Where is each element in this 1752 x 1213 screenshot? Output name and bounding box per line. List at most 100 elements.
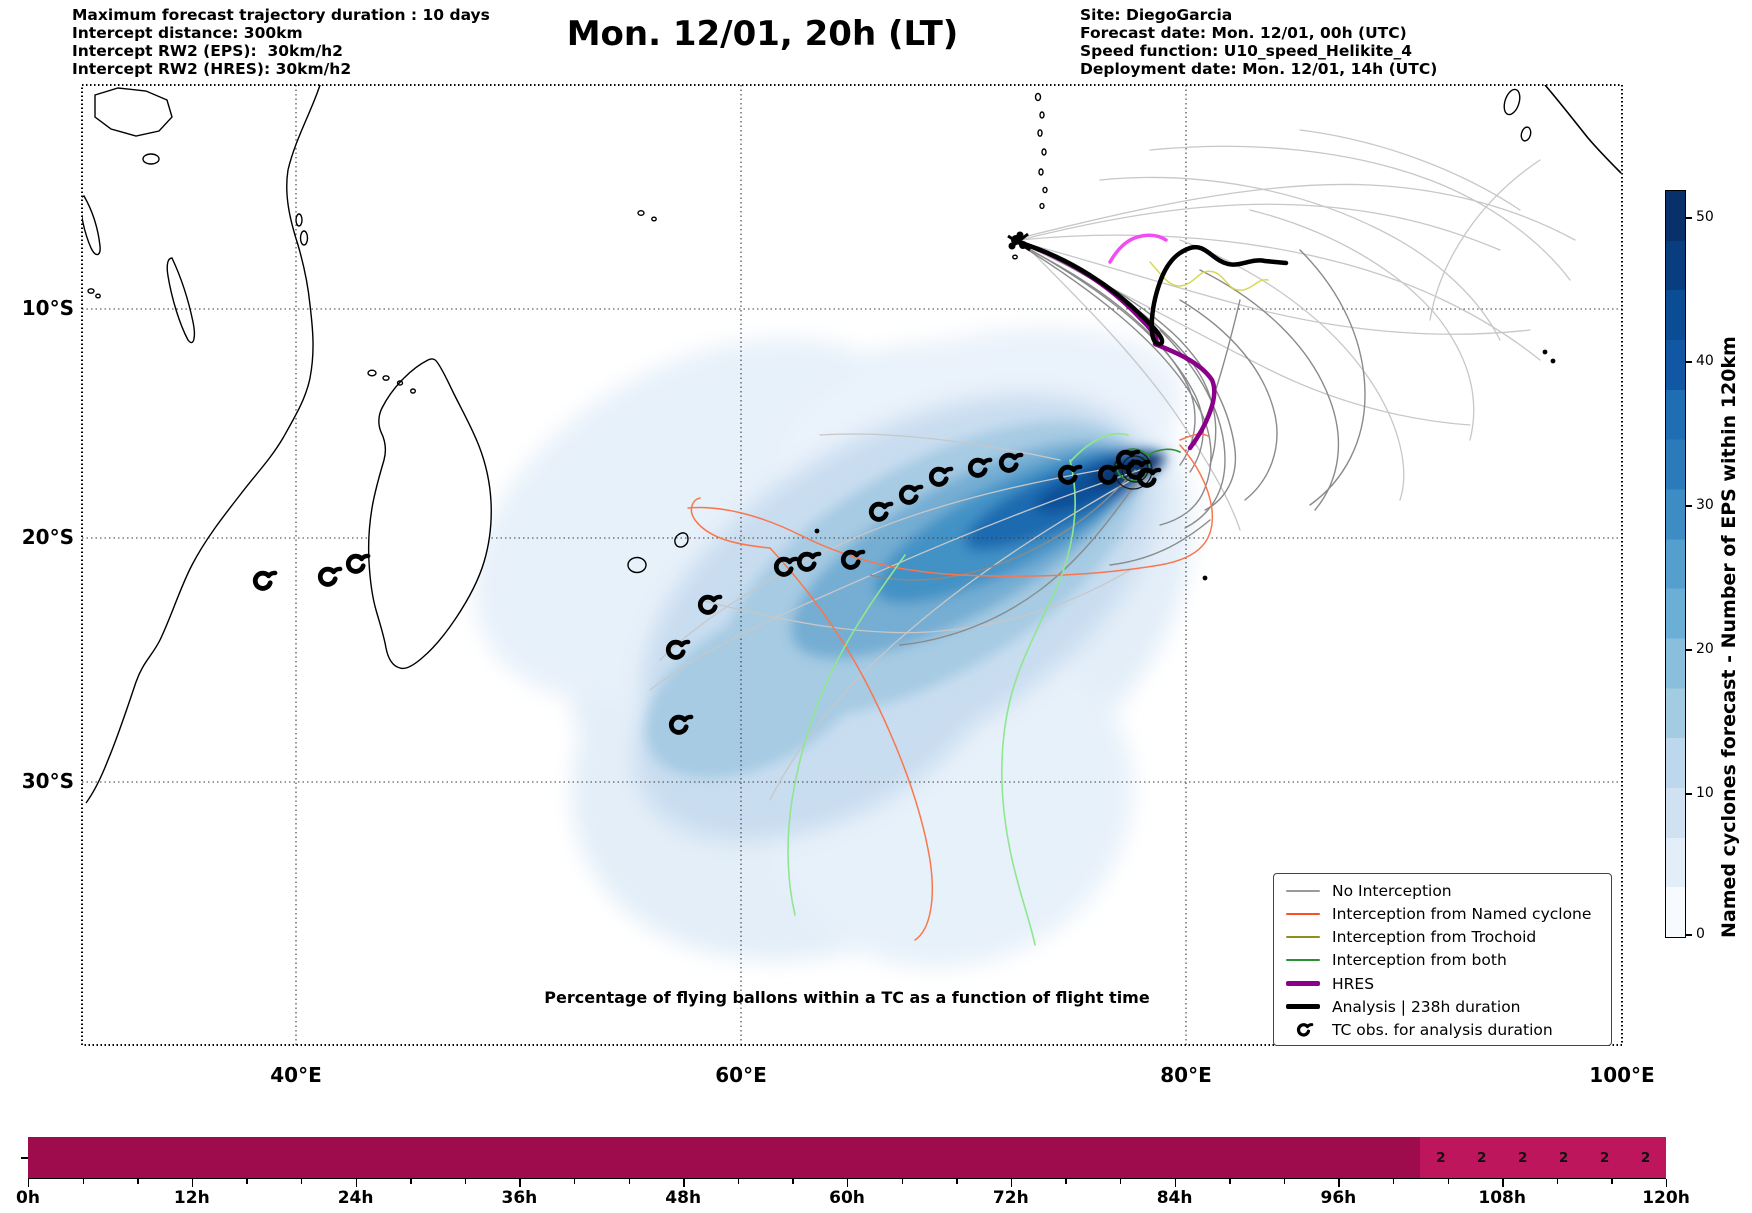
bar-axis-tick (1120, 1179, 1122, 1184)
colorbar-tick-label: 10 (1696, 785, 1714, 802)
legend-line (1286, 1004, 1320, 1010)
legend-line-swatch (1284, 1004, 1322, 1010)
bar-axis-tick (82, 1179, 84, 1184)
bar-axis-tick (1611, 1179, 1613, 1184)
colorbar-tick (1686, 934, 1692, 936)
bar-axis-tick (246, 1179, 248, 1184)
legend-item: No Interception (1284, 880, 1603, 902)
colorbar-tick (1686, 793, 1692, 795)
bar-axis-tick-label: 120h (1642, 1188, 1690, 1208)
legend-line-swatch (1284, 959, 1322, 962)
bar-axis-tick-label: 108h (1478, 1188, 1526, 1208)
bottom-chart-title: Percentage of flying ballons within a TC… (544, 988, 1150, 1007)
colorbar-tick (1686, 649, 1692, 651)
site-start-marker (1007, 231, 1031, 252)
bar-value-label: 2 (1599, 1149, 1610, 1166)
bar-axis-tick-label: 60h (829, 1188, 865, 1208)
colorbar-tick (1686, 361, 1692, 363)
lon-tick-label: 80°E (1160, 1063, 1212, 1087)
bar-axis-tick-label: 36h (501, 1188, 538, 1208)
legend-item: Analysis | 238h duration (1284, 996, 1603, 1018)
bar-axis-tick (464, 1179, 467, 1184)
coastlines (82, 85, 1622, 804)
graticule (82, 85, 1622, 1045)
bar-value-label: 2 (1517, 1149, 1528, 1166)
bar-axis-tick (628, 1179, 630, 1184)
legend-line (1286, 981, 1320, 987)
bar-axis-tick-label: 12h (173, 1188, 210, 1208)
tc-obs-icon (1284, 1018, 1322, 1042)
legend-line-swatch (1284, 913, 1322, 916)
legend-line-swatch (1284, 936, 1322, 939)
colorbar-tick-label: 20 (1696, 641, 1714, 658)
legend-item: HRES (1284, 973, 1603, 995)
legend-line (1286, 936, 1320, 939)
colorbar-tick-label: 30 (1696, 497, 1714, 514)
legend-item-label: HRES (1332, 974, 1375, 993)
bar-axis-tick (1229, 1179, 1231, 1184)
map-frame (81, 84, 1623, 1046)
bar-axis-tick (519, 1179, 521, 1187)
legend-item: Interception from Named cyclone (1284, 903, 1603, 925)
legend-item-label: Analysis | 238h duration (1332, 997, 1521, 1016)
bar-axis-tick (137, 1179, 139, 1184)
bar-axis-tick-label: 0h (16, 1188, 40, 1208)
bar-value-label: 2 (1436, 1149, 1446, 1166)
lat-tick-label: 20°S (21, 525, 74, 549)
bar-axis-tick (847, 1179, 849, 1187)
bar-axis-tick (1447, 1179, 1449, 1184)
bar-segment (28, 1137, 1421, 1178)
bar-axis-tick (1502, 1179, 1504, 1187)
bar-axis-tick (1010, 1179, 1013, 1187)
legend-item: Interception from both (1284, 949, 1603, 971)
legend-item: TC obs. for analysis duration (1284, 1019, 1603, 1041)
bar-axis-tick (355, 1179, 357, 1187)
legend-line-swatch (1284, 890, 1322, 892)
lon-tick-label: 100°E (1589, 1063, 1655, 1087)
colorbar-tick-label: 0 (1696, 926, 1705, 942)
colorbar-tick (1686, 505, 1692, 507)
lon-tick-label: 60°E (715, 1063, 767, 1087)
bar-axis-tick (901, 1179, 903, 1184)
colorbar-tick (1686, 217, 1692, 219)
bar-axis-tick (1065, 1179, 1067, 1184)
bar-axis-tick (792, 1179, 794, 1184)
eps-density-plume (474, 327, 1192, 968)
bar-axis-tick (1283, 1179, 1286, 1184)
lon-tick-label: 40°E (270, 1063, 322, 1087)
bar-value-label: 2 (1477, 1149, 1487, 1166)
legend-line (1286, 959, 1320, 962)
legend-item: Interception from Trochoid (1284, 926, 1603, 948)
bar-axis-tick (1556, 1179, 1559, 1184)
lat-tick-label: 30°S (21, 769, 74, 793)
page-title: Mon. 12/01, 20h (LT) (566, 14, 959, 54)
bar-axis-tick (410, 1179, 412, 1184)
colorbar (1665, 190, 1686, 938)
bar-axis-tick-label: 24h (337, 1188, 374, 1208)
legend-item-label: Interception from Named cyclone (1332, 905, 1592, 924)
colorbar-title: Named cyclones forecast - Number of EPS … (1718, 336, 1740, 938)
legend-line (1286, 890, 1320, 892)
bar-axis-tick (191, 1179, 194, 1187)
tc-obs-icon (1296, 1022, 1314, 1037)
bar-axis-tick (1338, 1179, 1340, 1187)
legend-item-label: Interception from both (1332, 951, 1507, 970)
legend-line (1286, 913, 1320, 916)
colorbar-tick-label: 40 (1696, 353, 1714, 370)
bar-axis-tick-label: 48h (665, 1188, 702, 1208)
colorbar-tick-label: 50 (1696, 209, 1714, 226)
bar-value-label: 2 (1558, 1149, 1569, 1166)
header-right-info: Site: DiegoGarcia Forecast date: Mon. 12… (1080, 6, 1438, 78)
bar-axis-tick (956, 1179, 958, 1184)
legend-item-label: Interception from Trochoid (1332, 928, 1537, 947)
legend-item-label: No Interception (1332, 882, 1452, 900)
lat-tick-label: 10°S (21, 296, 74, 320)
bar-y-tick (21, 1157, 28, 1159)
bar-axis-tick (301, 1179, 303, 1184)
bar-axis-tick (1174, 1179, 1176, 1187)
bar-axis-tick (574, 1179, 576, 1184)
bar-segment (1420, 1137, 1666, 1178)
legend-line-swatch (1284, 981, 1322, 987)
small-map-dots (814, 349, 1556, 581)
